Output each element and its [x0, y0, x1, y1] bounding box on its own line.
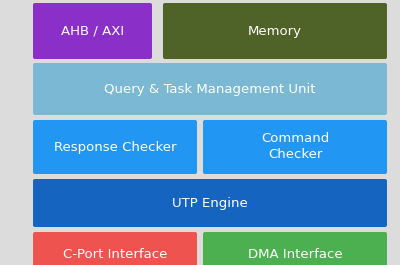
Text: Memory: Memory: [248, 24, 302, 38]
Text: Response Checker: Response Checker: [54, 140, 176, 153]
Text: DMA Interface: DMA Interface: [248, 248, 342, 260]
FancyBboxPatch shape: [33, 179, 387, 227]
Text: C-Port Interface: C-Port Interface: [63, 248, 167, 260]
Text: UTP Engine: UTP Engine: [172, 197, 248, 210]
FancyBboxPatch shape: [33, 232, 197, 265]
Text: Query & Task Management Unit: Query & Task Management Unit: [104, 82, 316, 95]
FancyBboxPatch shape: [203, 232, 387, 265]
FancyBboxPatch shape: [33, 120, 197, 174]
FancyBboxPatch shape: [33, 3, 152, 59]
Text: Command
Checker: Command Checker: [261, 132, 329, 161]
FancyBboxPatch shape: [163, 3, 387, 59]
FancyBboxPatch shape: [33, 63, 387, 115]
Text: AHB / AXI: AHB / AXI: [61, 24, 124, 38]
FancyBboxPatch shape: [203, 120, 387, 174]
